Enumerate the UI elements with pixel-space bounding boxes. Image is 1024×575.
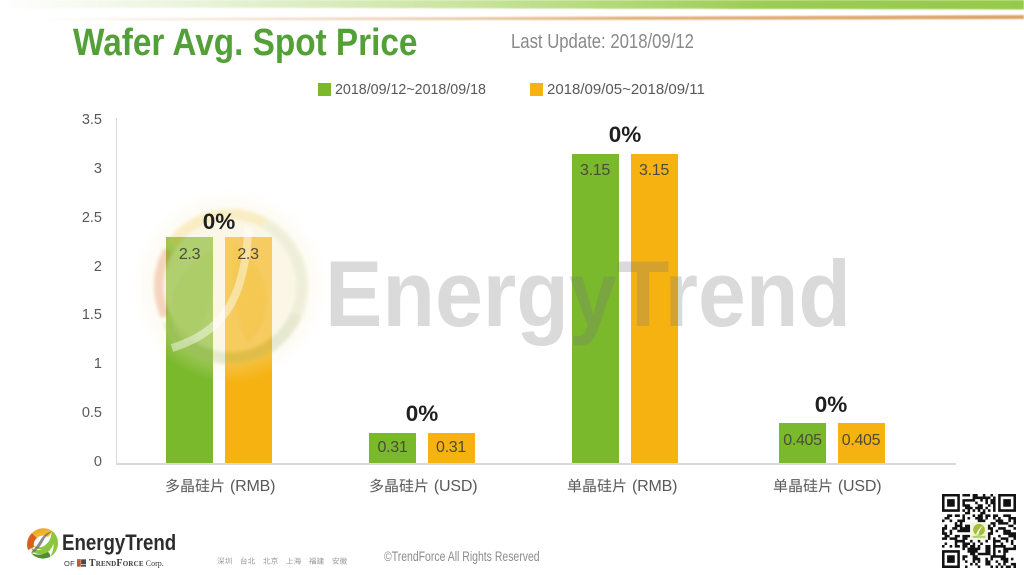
svg-text:EnergyTrend: EnergyTrend (325, 241, 851, 346)
